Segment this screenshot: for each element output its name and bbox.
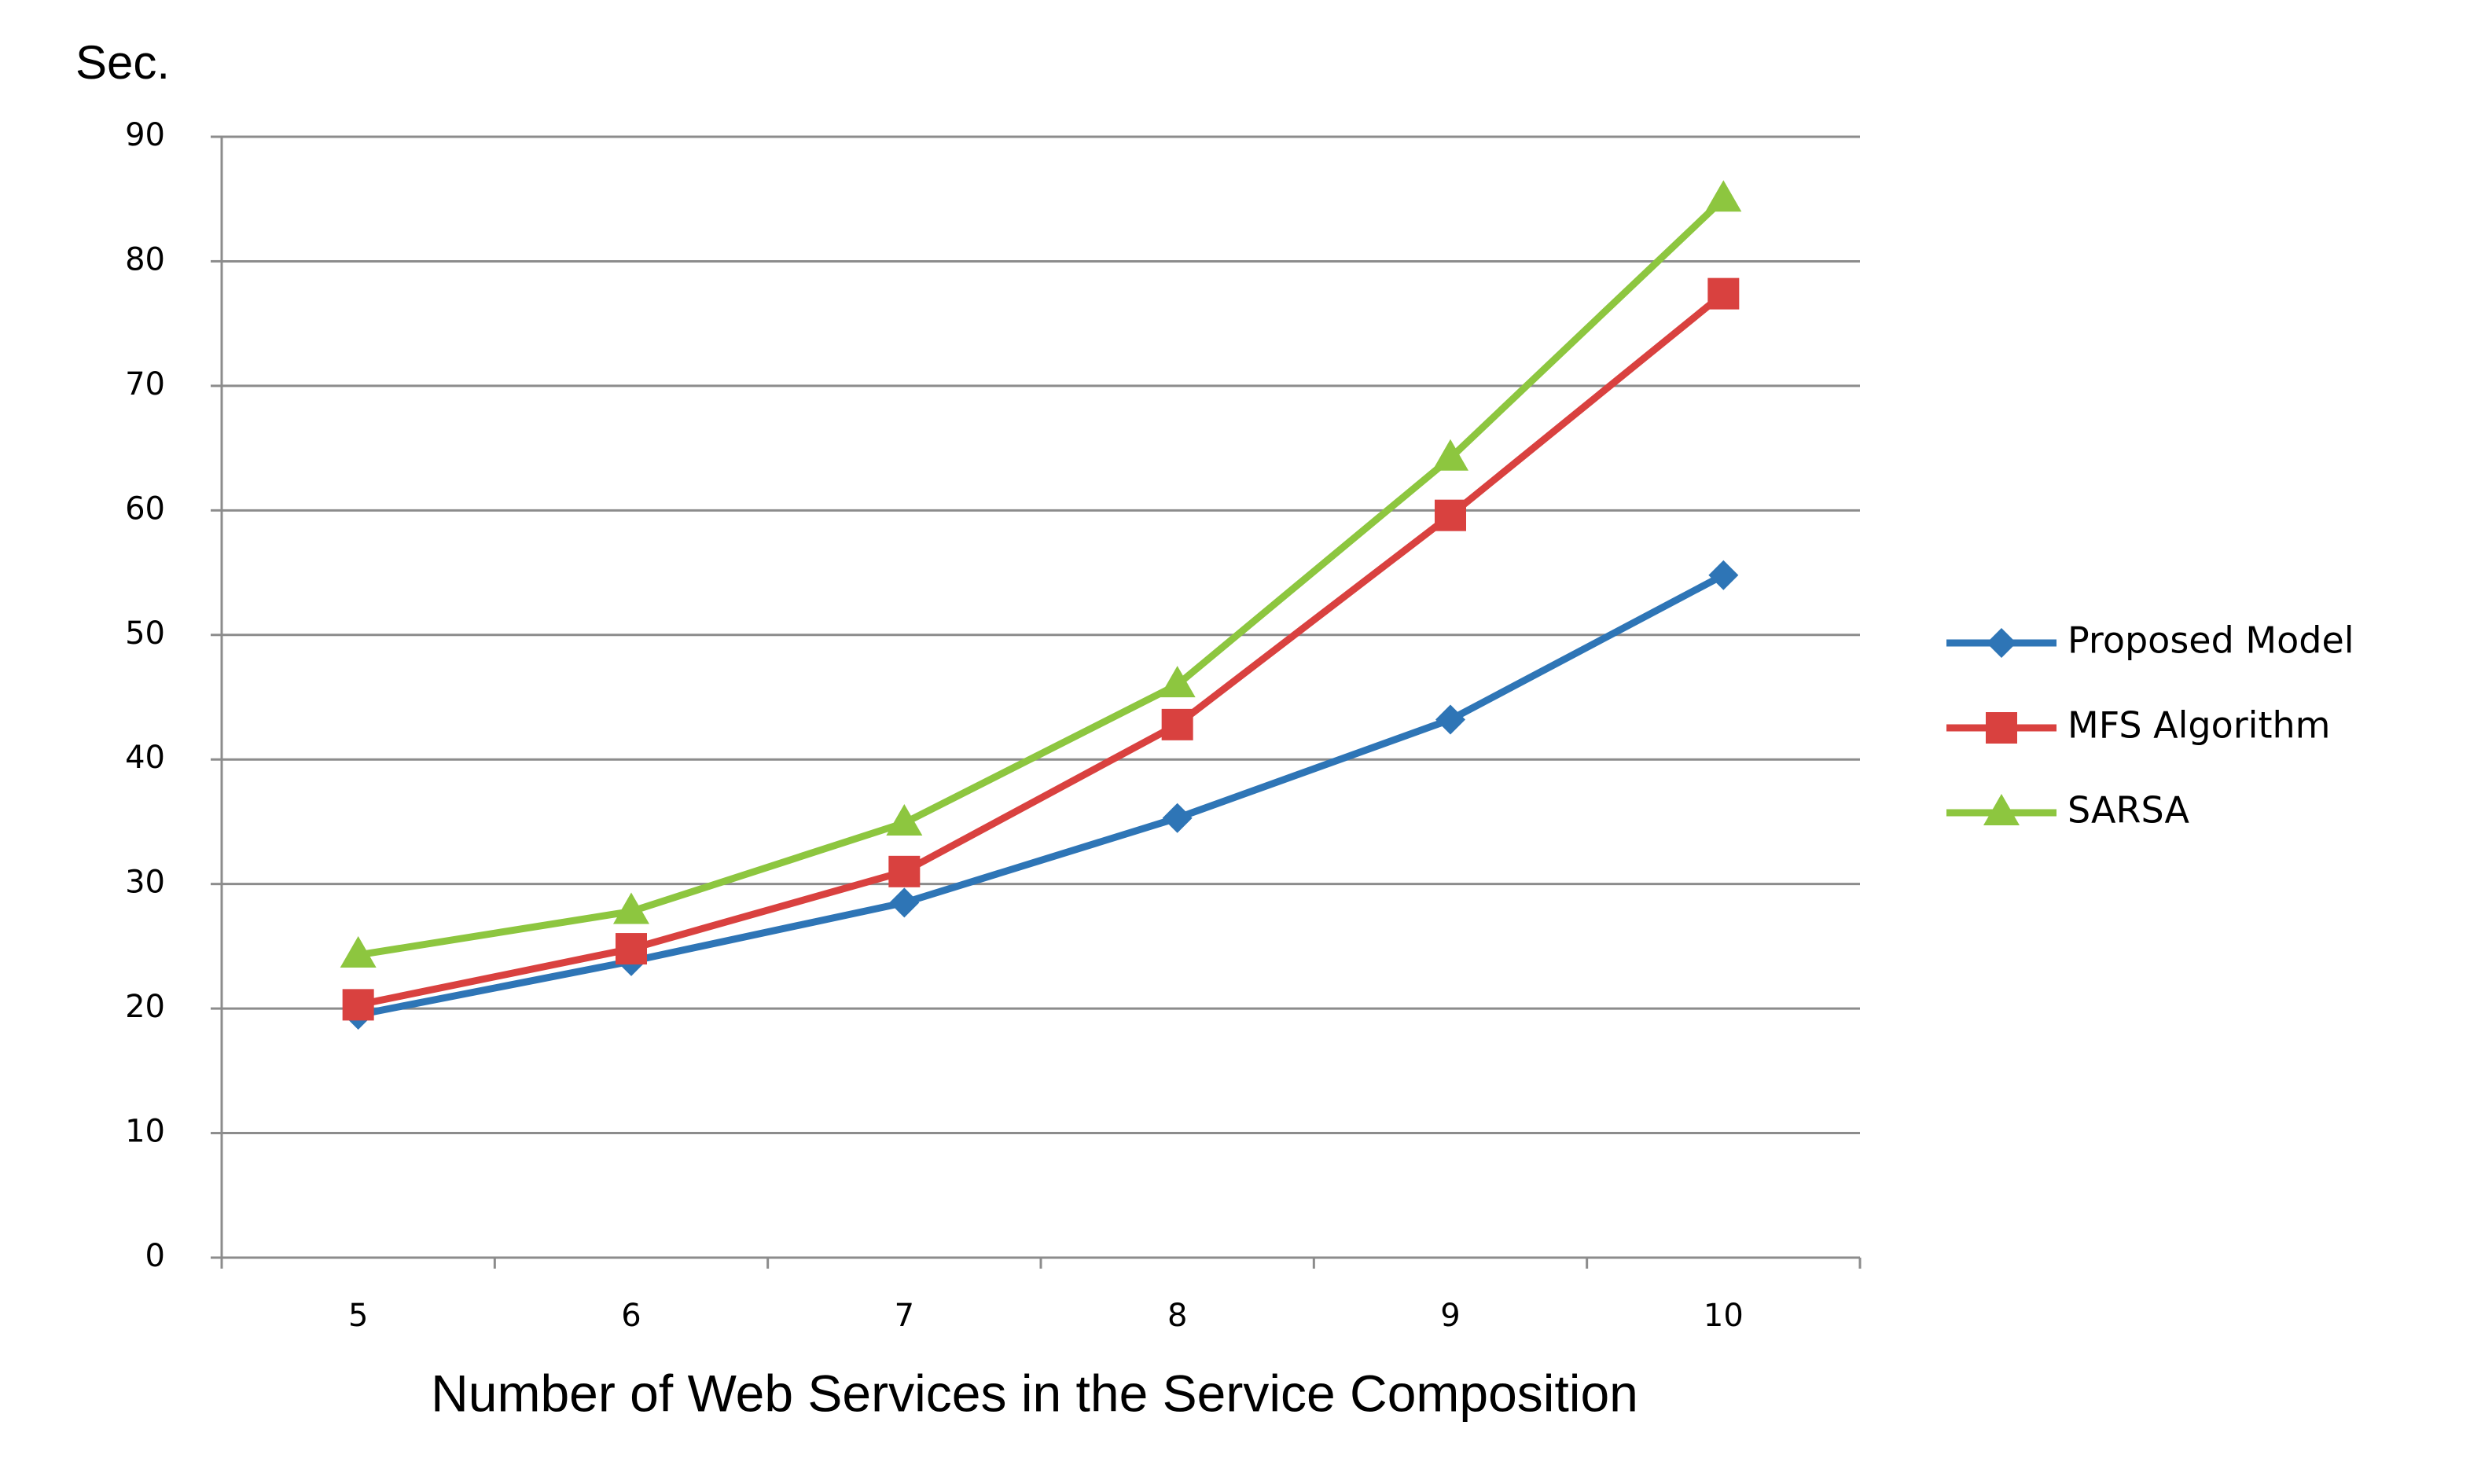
marker bbox=[1159, 666, 1196, 698]
y-tick-label: 90 bbox=[125, 117, 165, 153]
legend-label: SARSA bbox=[2068, 789, 2190, 832]
y-tick-label: 80 bbox=[125, 241, 165, 277]
marker bbox=[1161, 708, 1193, 740]
marker bbox=[886, 804, 923, 836]
marker bbox=[888, 855, 921, 887]
marker bbox=[889, 887, 920, 918]
x-tick-label: 5 bbox=[348, 1298, 368, 1334]
marker bbox=[1987, 628, 2016, 658]
legend-label: MFS Algorithm bbox=[2068, 704, 2330, 747]
marker bbox=[1707, 277, 1740, 310]
marker bbox=[1432, 439, 1468, 471]
legend-label: Proposed Model bbox=[2068, 619, 2354, 662]
y-tick-label: 20 bbox=[125, 989, 165, 1025]
x-axis-title: Number of Web Services in the Service Co… bbox=[431, 1364, 1638, 1422]
y-axis-title: Sec. bbox=[75, 36, 170, 89]
x-tick-label: 9 bbox=[1440, 1298, 1460, 1334]
y-tick-label: 10 bbox=[125, 1114, 165, 1150]
y-tick-label: 0 bbox=[145, 1238, 165, 1274]
y-tick-label: 40 bbox=[125, 740, 165, 776]
marker bbox=[1705, 180, 1742, 212]
marker bbox=[1983, 794, 2020, 825]
y-tick-label: 70 bbox=[125, 366, 165, 402]
y-tick-label: 30 bbox=[125, 865, 165, 901]
y-tick-label: 50 bbox=[125, 615, 165, 652]
series-line bbox=[357, 571, 1726, 1019]
marker bbox=[1435, 499, 1466, 531]
x-tick-label: 6 bbox=[621, 1298, 641, 1334]
marker bbox=[613, 892, 649, 924]
marker bbox=[1986, 712, 2017, 744]
marker bbox=[1435, 704, 1465, 735]
series-line bbox=[357, 196, 1726, 959]
marker bbox=[1708, 560, 1739, 590]
marker bbox=[616, 933, 647, 965]
x-tick-label: 7 bbox=[895, 1298, 914, 1334]
marker bbox=[1162, 803, 1193, 833]
x-tick-label: 8 bbox=[1167, 1298, 1187, 1334]
y-tick-label: 60 bbox=[125, 490, 165, 527]
marker bbox=[340, 935, 377, 968]
marker bbox=[342, 989, 374, 1021]
series-line bbox=[357, 291, 1726, 1008]
x-tick-label: 10 bbox=[1704, 1298, 1744, 1334]
